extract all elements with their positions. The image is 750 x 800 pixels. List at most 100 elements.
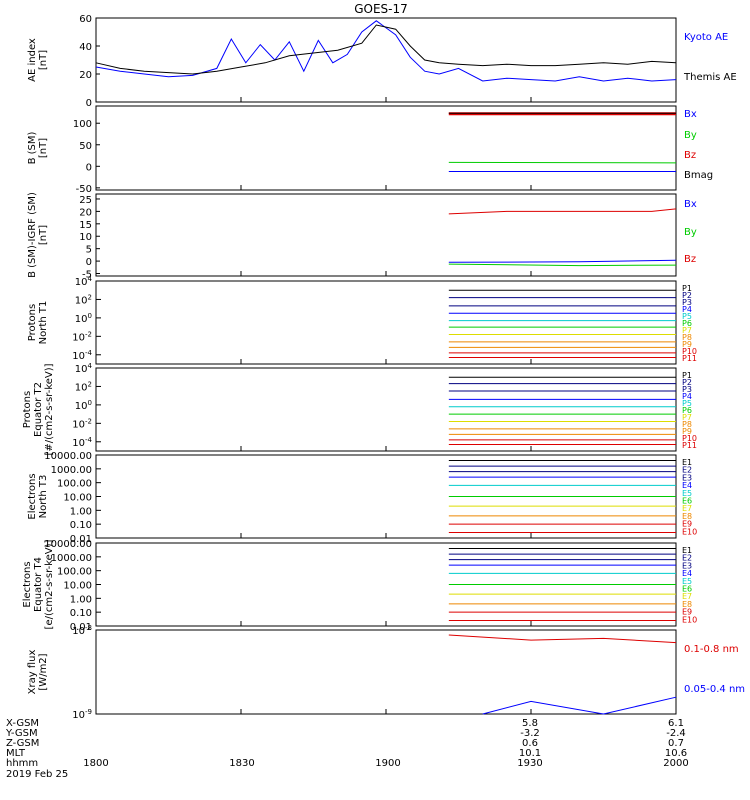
y-axis-label: ElectronsNorth T3	[27, 473, 49, 519]
y-axis-label: B (SM)-IGRF (SM)[nT]	[27, 192, 49, 278]
y-tick-label: 20	[79, 207, 92, 218]
channel-label: P8	[682, 420, 692, 429]
legend-label: Kyoto AE	[684, 32, 728, 43]
y-axis-label: AE index[nT]	[27, 38, 49, 82]
channel-label: P2	[682, 378, 692, 387]
series-line	[448, 208, 677, 215]
y-tick-label: 10-2	[72, 330, 92, 343]
ephemeris-column-2000: 6.1 -2.4 0.7 10.6	[665, 718, 687, 759]
y-tick-label: 60	[79, 14, 92, 25]
y-tick-label: 0	[86, 257, 92, 268]
y-tick-label: 0	[86, 162, 92, 173]
legend-label: Themis AE	[683, 72, 737, 83]
legend-label: Bx	[684, 199, 697, 210]
channel-label: E7	[682, 592, 692, 601]
legend-label: Bz	[684, 254, 696, 265]
channel-label: E5	[682, 577, 692, 586]
channel-label: E5	[682, 489, 692, 498]
y-tick-label: -5	[82, 270, 92, 281]
x-tick-labels: 1800 1830 1900 1930 2000	[83, 758, 688, 769]
channel-label: P10	[682, 434, 697, 443]
plot-date: 2019 Feb 25	[6, 769, 68, 780]
channel-label: E3	[682, 561, 692, 570]
series-line	[448, 634, 677, 644]
channel-label: E6	[682, 585, 692, 594]
panel-frame	[95, 17, 677, 103]
channel-label: P6	[682, 319, 692, 328]
x-tick-label: 1900	[375, 758, 400, 769]
y-tick-label: 0.01	[70, 622, 92, 633]
channel-label: P3	[682, 298, 692, 307]
y-tick-label: 10000.00	[44, 539, 92, 550]
y-tick-label: 0.01	[70, 534, 92, 545]
y-tick-label: 0	[86, 98, 92, 109]
series-line	[95, 24, 677, 75]
channel-label: E2	[682, 466, 692, 475]
ephemeris-column-1930: 5.8 -3.2 0.6 10.1	[519, 718, 541, 759]
x-tick-label: 1800	[83, 758, 108, 769]
ephemeris-value: 10.6	[665, 748, 687, 759]
panel-frame	[95, 193, 677, 277]
ephemeris-value: -3.2	[520, 728, 540, 739]
channel-label: E4	[682, 569, 692, 578]
channel-label: E10	[682, 615, 697, 624]
series-line	[95, 20, 677, 82]
y-tick-label: 40	[79, 42, 92, 53]
y-tick-label: 1000.00	[51, 553, 92, 564]
ephemeris-label-z-gsm: Z-GSM	[6, 738, 39, 749]
legend-label: Bmag	[684, 170, 713, 181]
legend-label: By	[684, 227, 697, 238]
series-line	[482, 696, 677, 715]
y-tick-label: 0.10	[70, 608, 92, 619]
channel-label: P6	[682, 406, 692, 415]
legend-label: 0.05-0.4 nm	[684, 684, 745, 695]
ephemeris-value: -2.4	[666, 728, 686, 739]
channel-label: E9	[682, 608, 692, 617]
ephemeris-label-hhmm: hhmm	[6, 758, 38, 769]
y-tick-label: 1.00	[70, 594, 92, 605]
x-tick-label: 1930	[517, 758, 542, 769]
channel-label: P5	[682, 312, 692, 321]
channel-label: E1	[682, 546, 692, 555]
channel-label: E2	[682, 554, 692, 563]
y-tick-label: 20	[79, 70, 92, 81]
y-axis-label: Xray flux[W/m2]	[27, 650, 49, 695]
channel-label: P11	[682, 441, 697, 450]
x-tick-label: 2000	[663, 758, 688, 769]
y-tick-label: 15	[79, 220, 92, 231]
y-tick-label: 10-8	[72, 624, 92, 637]
channel-label: P11	[682, 354, 697, 363]
ephemeris-value: 0.7	[668, 738, 684, 749]
y-axis-label: B (SM)[nT]	[27, 131, 49, 164]
y-tick-label: 104	[75, 362, 93, 375]
series-line	[448, 263, 677, 267]
y-tick-label: 100.00	[57, 567, 92, 578]
plot-title: GOES-17	[354, 2, 408, 16]
channel-label: E7	[682, 504, 692, 513]
channel-label: P7	[682, 413, 692, 422]
channel-label: P1	[682, 284, 692, 293]
channel-label: E6	[682, 497, 692, 506]
y-tick-label: 100	[73, 119, 92, 130]
legend-label: Bx	[684, 109, 697, 120]
y-tick-label: 102	[75, 380, 92, 393]
channel-label: E1	[682, 458, 692, 467]
y-tick-label: 10-9	[72, 708, 92, 721]
y-axis-label: ProtonsEquator T2[#/(cm2-s-sr-keV)]	[22, 363, 55, 455]
channel-label: P8	[682, 333, 692, 342]
channel-label: E8	[682, 512, 692, 521]
channel-label: P4	[682, 392, 692, 401]
channel-label: P10	[682, 347, 697, 356]
panel-frame	[95, 105, 677, 191]
channel-label: P9	[682, 427, 692, 436]
ephemeris-value: 6.1	[668, 718, 684, 729]
channel-label: P4	[682, 305, 692, 314]
legend-label: Bz	[684, 150, 696, 161]
ephemeris-label-mlt: MLT	[6, 748, 26, 759]
channel-label: E9	[682, 520, 692, 529]
series-line	[448, 259, 677, 263]
y-tick-label: 10-2	[72, 417, 92, 430]
y-tick-label: 10-4	[72, 436, 92, 449]
channel-label: E3	[682, 473, 692, 482]
